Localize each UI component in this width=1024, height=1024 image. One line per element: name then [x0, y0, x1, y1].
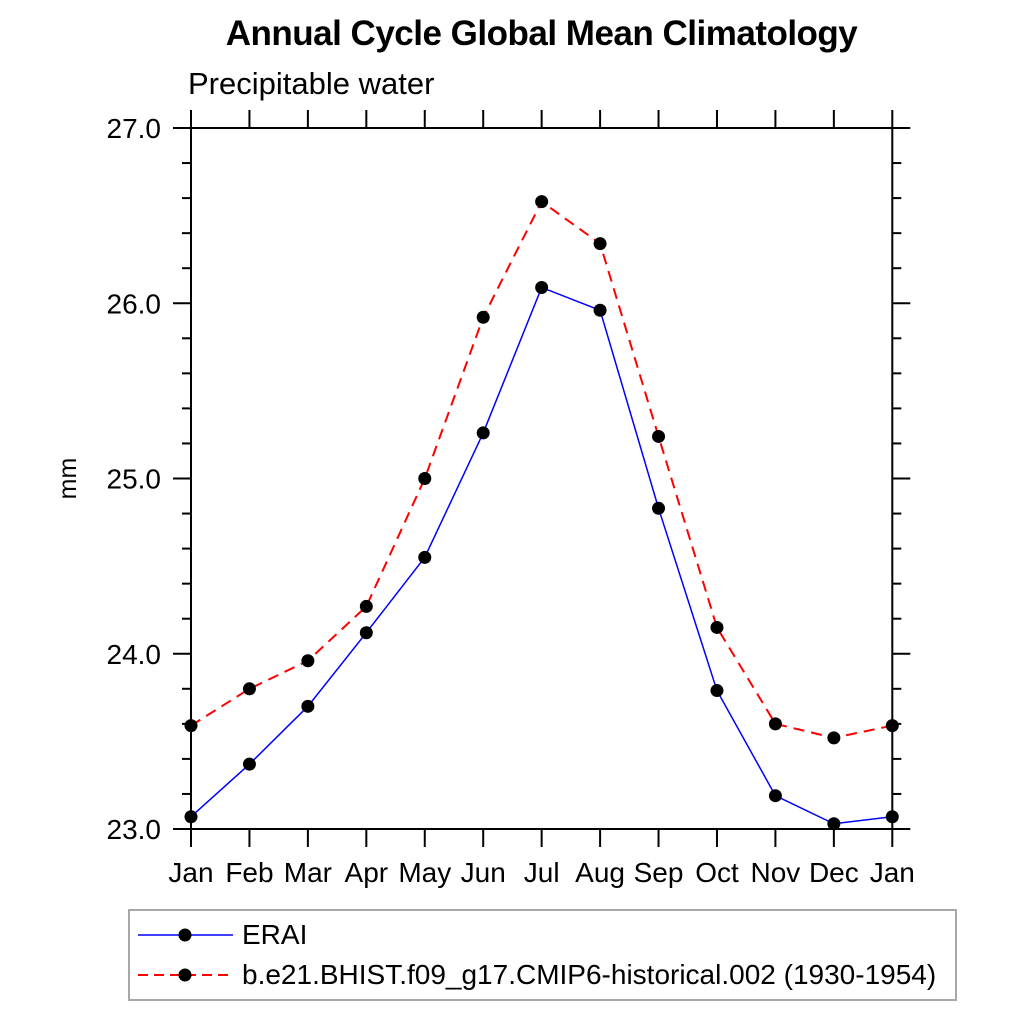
legend-label-erai: ERAI: [242, 919, 308, 950]
data-point-marker: [418, 550, 432, 564]
x-tick-label: Jan: [870, 857, 915, 888]
x-tick-label: Jun: [461, 857, 506, 888]
x-tick-label: Aug: [575, 857, 625, 888]
data-point-marker: [827, 817, 841, 831]
y-tick-label: 27.0: [107, 113, 162, 144]
data-point-marker: [768, 789, 782, 803]
x-tick-label: Sep: [634, 857, 684, 888]
x-tick-label: Jul: [524, 857, 560, 888]
chart-subtitle: Precipitable water: [188, 66, 435, 101]
data-point-marker: [359, 626, 373, 640]
x-tick-label: Jan: [168, 857, 213, 888]
y-tick-label: 25.0: [107, 464, 162, 495]
data-point-marker: [242, 682, 256, 696]
x-tick-label: Feb: [225, 857, 273, 888]
x-tick-label: Apr: [345, 857, 389, 888]
model-line-sample-icon: [138, 968, 233, 982]
y-tick-label: 24.0: [107, 639, 162, 670]
y-axis-tick-labels: 23.0 24.0 25.0 26.0 27.0: [107, 113, 162, 845]
erai-line-sample-icon: [138, 928, 233, 942]
series-markers-erai: [184, 280, 899, 831]
data-point-marker: [593, 303, 607, 317]
data-point-marker: [184, 719, 198, 733]
y-axis-label: mm: [54, 458, 82, 500]
series-markers-model: [184, 195, 899, 745]
axis-ticks: [173, 110, 911, 847]
x-tick-label: Oct: [695, 857, 739, 888]
data-point-marker: [184, 810, 198, 824]
data-point-marker: [710, 684, 724, 698]
legend-item-model: b.e21.BHIST.f09_g17.CMIP6-historical.002…: [134, 959, 955, 991]
legend-box: ERAI b.e21.BHIST.f09_g17.CMIP6-historica…: [128, 909, 957, 1001]
y-tick-label: 26.0: [107, 288, 162, 319]
data-point-marker: [885, 810, 899, 824]
data-point-marker: [301, 654, 315, 668]
x-tick-label: May: [398, 857, 451, 888]
axis-frame: [190, 127, 894, 830]
chart-title: Annual Cycle Global Mean Climatology: [225, 14, 858, 53]
data-point-marker: [652, 429, 666, 443]
legend-label-model: b.e21.BHIST.f09_g17.CMIP6-historical.002…: [242, 959, 937, 990]
x-tick-label: Dec: [809, 857, 859, 888]
x-tick-label: Nov: [751, 857, 801, 888]
data-point-marker: [359, 599, 373, 613]
data-point-marker: [652, 501, 666, 515]
data-point-marker: [768, 717, 782, 731]
data-point-marker: [885, 719, 899, 733]
data-point-marker: [535, 280, 549, 294]
x-axis-tick-labels: Jan Feb Mar Apr May Jun Jul Aug Sep Oct Nov Dec Jan: [168, 857, 914, 888]
data-point-marker: [242, 757, 256, 771]
x-tick-label: Mar: [284, 857, 332, 888]
series-line-erai: [190, 286, 893, 825]
data-point-marker: [535, 195, 549, 209]
data-point-marker: [827, 731, 841, 745]
data-point-marker: [418, 472, 432, 485]
y-tick-label: 23.0: [107, 814, 162, 845]
data-point-marker: [476, 310, 490, 324]
data-point-marker: [476, 426, 490, 440]
data-point-marker: [301, 699, 315, 713]
data-point-marker: [710, 620, 724, 634]
data-point-marker: [593, 237, 607, 251]
legend-item-erai: ERAI: [134, 919, 955, 951]
